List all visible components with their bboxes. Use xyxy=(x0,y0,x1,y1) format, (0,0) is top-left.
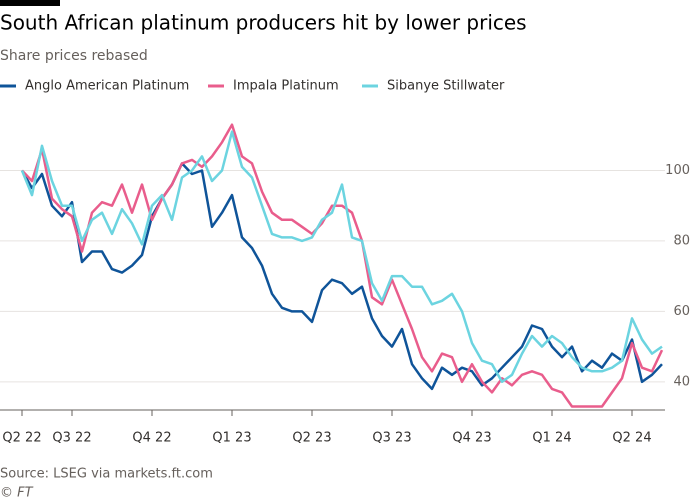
x-tick-label: Q1 23 xyxy=(212,431,251,446)
x-tick-label: Q2 23 xyxy=(292,431,331,446)
legend-label: Sibanye Stillwater xyxy=(387,79,505,94)
x-tick-label: Q3 22 xyxy=(52,431,91,446)
x-tick-label: Q1 24 xyxy=(532,431,571,446)
x-tick-label: Q4 23 xyxy=(452,431,491,446)
credit: © FT xyxy=(0,486,34,500)
series-line xyxy=(21,123,664,408)
chart-subtitle: Share prices rebased xyxy=(0,48,148,64)
x-tick-label: Q2 22 xyxy=(2,431,41,446)
x-tick-label: Q4 22 xyxy=(132,431,171,446)
x-tick-label: Q3 23 xyxy=(372,431,411,446)
y-tick-label: 60 xyxy=(673,304,690,319)
y-tick-label: 80 xyxy=(673,233,690,248)
chart-title: South African platinum producers hit by … xyxy=(0,11,527,35)
series-line xyxy=(20,130,663,384)
legend-label: Anglo American Platinum xyxy=(25,79,189,94)
series-line xyxy=(20,162,663,391)
x-tick-label: Q2 24 xyxy=(612,431,651,446)
y-tick-label: 100 xyxy=(665,163,690,178)
legend-label: Impala Platinum xyxy=(233,79,339,94)
source: Source: LSEG via markets.ft.com xyxy=(0,467,213,482)
brand-bar xyxy=(0,0,60,6)
y-tick-label: 40 xyxy=(673,374,690,389)
